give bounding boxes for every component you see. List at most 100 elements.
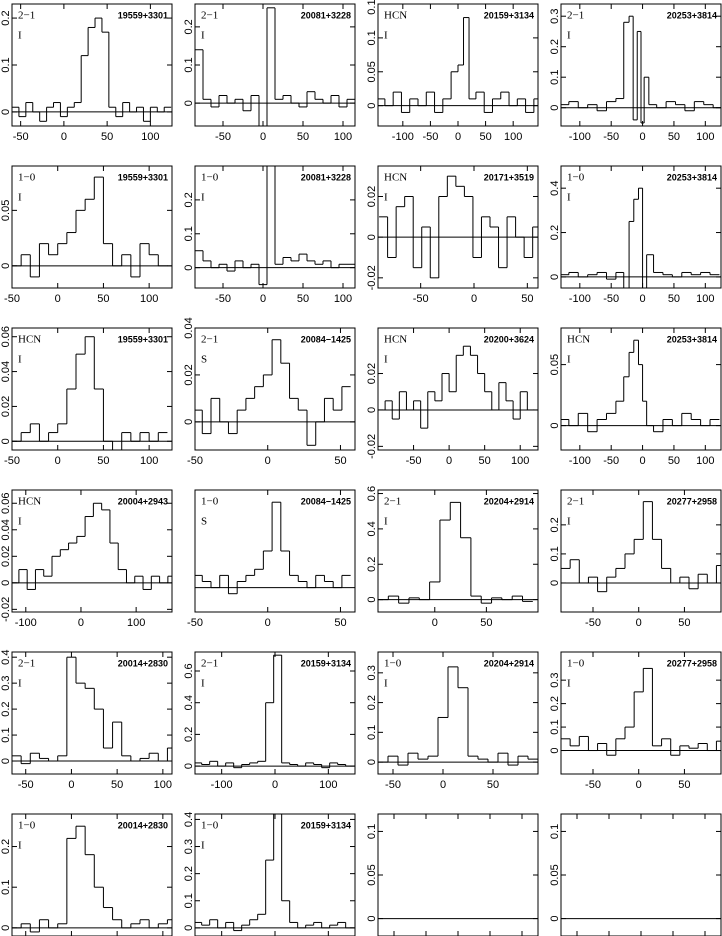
x-tick-label: -50 (603, 293, 619, 305)
y-tick-label: 0.02 (0, 396, 12, 417)
y-tick-label: 0.2 (0, 701, 12, 716)
source-name: 20081+3228 (301, 10, 351, 20)
y-tick-label: 0.04 (0, 519, 12, 540)
y-tick-label: 0.2 (183, 727, 195, 742)
x-tick-label: 0 (432, 617, 438, 629)
flag-label: I (567, 678, 571, 690)
line-label: 2−1 (384, 496, 401, 508)
x-tick-label: 50 (678, 617, 690, 629)
y-tick-label: -0.02 (0, 597, 12, 622)
y-tick-label: 0 (366, 407, 378, 413)
source-name: 20159+3134 (484, 10, 534, 20)
source-name: 19559+3301 (118, 334, 168, 344)
x-tick-label: -50 (187, 455, 203, 467)
flag-label: I (201, 30, 205, 42)
line-label: HCN (18, 334, 41, 346)
line-label: 1−0 (567, 658, 585, 670)
panel-frame (194, 651, 356, 775)
y-tick-label: -0.02 (366, 434, 378, 459)
x-tick-label: -50 (13, 131, 29, 143)
y-tick-label: 0.2 (549, 517, 561, 532)
source-name: 20014+2830 (118, 820, 168, 830)
y-tick-label: 0.3 (549, 673, 561, 688)
y-tick-label: 0.04 (183, 317, 195, 338)
x-tick-label: 0 (471, 293, 477, 305)
y-tick-label: 0.15 (366, 0, 378, 15)
panel-frame (377, 651, 539, 775)
source-name: 20253+3814 (667, 334, 717, 344)
y-tick-label: 0.04 (0, 361, 12, 382)
x-tick-label: 50 (668, 293, 680, 305)
x-tick-label: -50 (4, 455, 20, 467)
panel-frame (560, 327, 722, 451)
y-tick-label: 0 (366, 759, 378, 765)
x-tick-label: 50 (334, 617, 346, 629)
step-connector (384, 17, 535, 113)
panel-frame (560, 489, 722, 613)
source-name: 19559+3301 (118, 172, 168, 182)
source-name: 20084−1425 (301, 496, 351, 506)
x-tick-label: 100 (696, 455, 714, 467)
x-tick-label: -50 (585, 779, 601, 791)
flag-label: I (18, 516, 22, 528)
y-tick-label: 0.1 (549, 70, 561, 85)
line-label: 1−0 (201, 820, 219, 832)
x-tick-label: 50 (521, 293, 533, 305)
step-connector (201, 502, 343, 594)
y-tick-label: 0.6 (183, 663, 195, 678)
source-name: 20204+2914 (484, 658, 534, 668)
x-tick-label: -50 (215, 293, 231, 305)
y-tick-label: 0.05 (549, 864, 561, 885)
panel-frame (560, 3, 722, 127)
step-connector (387, 666, 529, 766)
y-tick-label: 0 (549, 747, 561, 753)
panel-frame (377, 489, 539, 613)
step-connector (201, 339, 343, 446)
flag-label: I (567, 354, 571, 366)
x-tick-label: 0 (78, 617, 84, 629)
step-connector (569, 501, 717, 592)
flag-label: I (18, 30, 22, 42)
x-tick-label: 0 (55, 455, 61, 467)
panel-frame (11, 813, 173, 936)
y-tick-label: 0.4 (183, 812, 195, 827)
x-tick-label: -50 (385, 779, 401, 791)
step-connector (20, 657, 168, 764)
x-tick-label: 0 (455, 131, 461, 143)
y-tick-label: 0 (183, 925, 195, 931)
x-tick-label: 100 (141, 131, 159, 143)
y-tick-label: 0.1 (183, 893, 195, 908)
x-tick-label: -50 (4, 293, 20, 305)
y-tick-label: 0 (549, 105, 561, 111)
y-tick-label: 0 (0, 263, 12, 269)
y-tick-label: 0.2 (183, 19, 195, 34)
y-tick-label: 0.05 (366, 864, 378, 885)
y-tick-label: 0.05 (549, 354, 561, 375)
panel-frame (560, 165, 722, 289)
line-label: HCN (567, 334, 590, 346)
panel-frame (377, 327, 539, 451)
panel-frame (194, 489, 356, 613)
y-tick-label: 0.05 (366, 61, 378, 82)
y-tick-label: 0.2 (0, 10, 12, 25)
x-tick-label: 0 (55, 293, 61, 305)
x-tick-label: 0 (265, 617, 271, 629)
source-name: 20159+3134 (301, 658, 351, 668)
source-name: 20277+2958 (667, 658, 717, 668)
y-tick-label: 0.4 (366, 521, 378, 536)
line-label: HCN (18, 496, 41, 508)
x-tick-label: -100 (211, 779, 233, 791)
y-tick-label: 0.06 (0, 326, 12, 347)
x-tick-label: 50 (111, 779, 123, 791)
y-tick-label: 0.4 (549, 181, 561, 196)
x-tick-label: 100 (696, 131, 714, 143)
x-tick-label: 50 (297, 293, 309, 305)
x-tick-label: 50 (297, 131, 309, 143)
y-tick-label: 0.1 (366, 725, 378, 740)
line-label: 1−0 (384, 658, 402, 670)
source-name: 20200+3624 (484, 334, 534, 344)
x-tick-label: 0 (636, 617, 642, 629)
x-tick-label: -100 (392, 131, 414, 143)
x-tick-label: -100 (569, 293, 591, 305)
x-tick-label: 0 (272, 779, 278, 791)
